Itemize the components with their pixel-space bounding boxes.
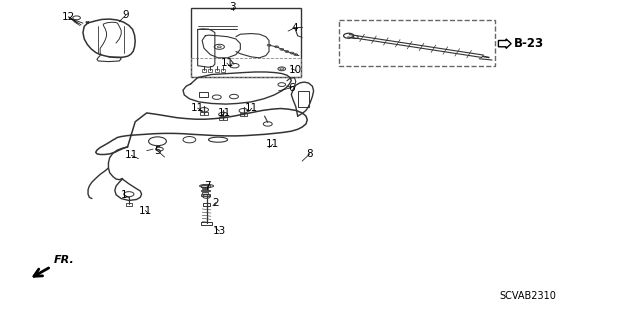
Text: 13: 13 [212,226,226,236]
Bar [191,8,301,77]
Text: 9: 9 [122,10,129,20]
Text: 10: 10 [289,65,302,75]
Text: 11: 11 [245,103,259,113]
Text: SCVAB2310: SCVAB2310 [499,291,556,300]
Bar [201,185,210,187]
Bar [199,93,208,97]
Bar [202,70,206,72]
Text: 5: 5 [154,146,161,156]
Text: 11: 11 [218,108,231,118]
Text: 8: 8 [307,149,313,159]
Bar [202,192,209,194]
Bar [125,203,132,206]
Text: 11: 11 [220,58,234,68]
Text: 2: 2 [212,198,219,208]
Text: 7: 7 [204,181,211,191]
Text: 6: 6 [288,83,294,93]
Bar [209,70,212,72]
Bar [220,117,227,120]
Text: B-23: B-23 [515,37,545,50]
Bar [202,188,209,189]
Bar [191,58,301,77]
Text: 11: 11 [191,103,204,113]
Text: 1: 1 [121,190,128,200]
Bar [201,190,210,191]
Polygon shape [499,39,511,48]
Text: 11: 11 [139,205,152,216]
Text: FR.: FR. [54,255,74,265]
Bar [240,113,247,116]
Bar [221,70,225,72]
Bar [202,222,212,225]
Text: 11: 11 [125,151,138,160]
Text: 3: 3 [229,3,236,12]
Text: 12: 12 [61,12,75,22]
Text: 11: 11 [266,139,280,149]
Text: 4: 4 [291,23,298,33]
Bar [200,112,208,115]
Bar [298,91,308,107]
Bar [215,70,219,72]
Bar [201,194,210,196]
Bar [203,203,211,206]
Bar [339,20,495,66]
